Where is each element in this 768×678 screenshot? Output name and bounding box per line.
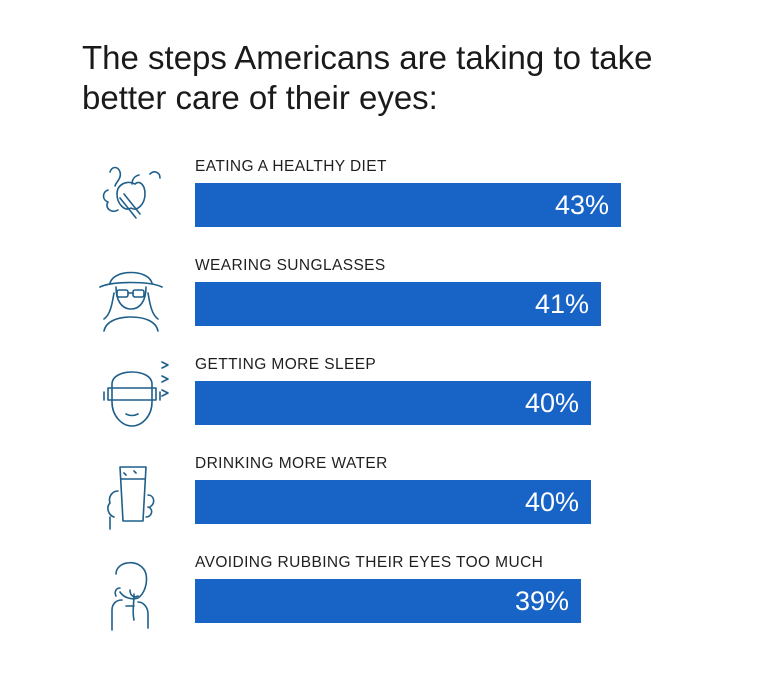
bar-category-label: AVOIDING RUBBING THEIR EYES TOO MUCH	[195, 554, 544, 571]
bar-row: EATING A HEALTHY DIET 43%	[0, 158, 768, 238]
bar-value-label: 40%	[524, 487, 579, 517]
bar-category-label: WEARING SUNGLASSES	[195, 257, 386, 274]
bar: 39%	[195, 579, 581, 623]
bar: 41%	[195, 282, 601, 326]
sunglasses-person-icon	[90, 253, 172, 335]
bar-category-label: DRINKING MORE WATER	[195, 455, 388, 472]
chart-title: The steps Americans are taking to take b…	[82, 39, 653, 116]
healthy-food-icon	[90, 154, 172, 236]
water-glass-icon	[90, 451, 172, 533]
rubbing-eye-icon	[90, 550, 172, 632]
bar-value-label: 40%	[524, 388, 579, 418]
bar: 43%	[195, 183, 621, 227]
bar: 40%	[195, 480, 591, 524]
bar-row: GETTING MORE SLEEP 40%	[0, 356, 768, 436]
bar-row: DRINKING MORE WATER 40%	[0, 455, 768, 535]
sleep-mask-icon	[90, 352, 172, 434]
bar-row: WEARING SUNGLASSES 41%	[0, 257, 768, 337]
bar-value-label: 41%	[534, 289, 589, 319]
bar-value-label: 43%	[554, 190, 609, 220]
bar-category-label: EATING A HEALTHY DIET	[195, 158, 387, 175]
bar-value-label: 39%	[514, 586, 569, 616]
bar: 40%	[195, 381, 591, 425]
bar-category-label: GETTING MORE SLEEP	[195, 356, 377, 373]
bar-row: AVOIDING RUBBING THEIR EYES TOO MUCH 39%	[0, 554, 768, 634]
